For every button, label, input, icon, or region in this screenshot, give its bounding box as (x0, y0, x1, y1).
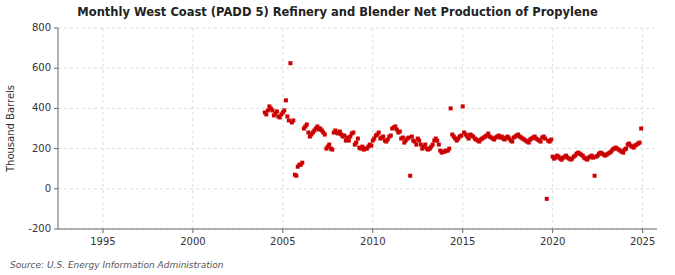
x-grid-line (192, 28, 193, 229)
points (263, 61, 643, 201)
chart-container: -200 0 200 400 600 800 1995 2000 2005 2010 2015 202… (0, 0, 675, 275)
y-tick (54, 28, 58, 29)
x-grid-line (102, 28, 103, 229)
point (300, 161, 304, 165)
y-tick (54, 108, 58, 109)
y-grid-line (58, 108, 657, 109)
x-grid-line (282, 28, 283, 229)
x-grid-line (552, 28, 553, 229)
x-tick (282, 229, 283, 233)
y-tick (54, 68, 58, 69)
point (377, 131, 381, 135)
x-tick (642, 229, 643, 233)
point (294, 174, 298, 178)
point (282, 108, 286, 112)
point (410, 135, 414, 139)
point (354, 141, 358, 145)
x-tick (102, 229, 103, 233)
point (417, 139, 421, 143)
point (414, 143, 418, 147)
y-axis-label: Thousand Barrels (5, 85, 16, 173)
x-grid-line (372, 28, 373, 229)
y-grid-line (58, 188, 657, 189)
title: Monthly West Coast (PADD 5) Refinery and… (77, 5, 598, 19)
point (305, 122, 309, 126)
point (624, 147, 628, 151)
y-tick-label: 200 (32, 143, 51, 154)
y-grid-line (58, 229, 657, 230)
y-tick-label: -200 (28, 223, 51, 234)
point (275, 109, 279, 113)
point (423, 143, 427, 147)
point (435, 139, 439, 143)
point (398, 130, 402, 134)
point (389, 134, 393, 138)
y-grid-line (58, 68, 657, 69)
y-tick (54, 148, 58, 149)
point (285, 114, 289, 118)
point (638, 141, 642, 145)
point (639, 127, 643, 131)
y-tick-label: 0 (45, 183, 51, 194)
point (284, 98, 288, 102)
point (327, 143, 331, 147)
point (356, 137, 360, 141)
x-tick-label: 2000 (180, 236, 205, 247)
x-tick (552, 229, 553, 233)
y-grid-line (58, 28, 657, 29)
y-tick-label: 400 (32, 102, 51, 113)
point (593, 174, 597, 178)
x-tick (192, 229, 193, 233)
point (347, 139, 351, 143)
point (437, 143, 441, 147)
axes: -200 0 200 400 600 800 1995 2000 2005 2010 2015 202… (28, 22, 657, 247)
point (323, 133, 327, 137)
chart-svg: -200 0 200 400 600 800 1995 2000 2005 2010 2015 202… (0, 0, 675, 275)
point (264, 112, 268, 116)
x-tick-label: 1995 (90, 236, 115, 247)
x-tick-label: 2020 (540, 236, 565, 247)
x-tick-label: 2025 (630, 236, 655, 247)
point (291, 118, 295, 122)
point (510, 140, 514, 144)
x-grid-line (462, 28, 463, 229)
point (369, 144, 373, 148)
y-tick-label: 600 (32, 62, 51, 73)
point (408, 174, 412, 178)
x-tick (372, 229, 373, 233)
point (461, 104, 465, 108)
x-tick-label: 2015 (450, 236, 475, 247)
grid (58, 28, 657, 229)
point (449, 106, 453, 110)
point (431, 143, 435, 147)
point (545, 197, 549, 201)
point (330, 148, 334, 152)
y-tick (54, 229, 58, 230)
point (351, 131, 355, 135)
source-note: Source: U.S. Energy Information Administ… (10, 260, 224, 270)
x-axis-line (58, 229, 657, 230)
point (549, 138, 553, 142)
point (288, 61, 292, 65)
x-tick-label: 2010 (360, 236, 385, 247)
y-axis-line (58, 28, 59, 229)
x-tick (462, 229, 463, 233)
point (447, 147, 451, 151)
point (539, 140, 543, 144)
x-tick-label: 2005 (270, 236, 295, 247)
y-tick (54, 188, 58, 189)
y-tick-label: 800 (32, 22, 51, 33)
point (381, 135, 385, 139)
